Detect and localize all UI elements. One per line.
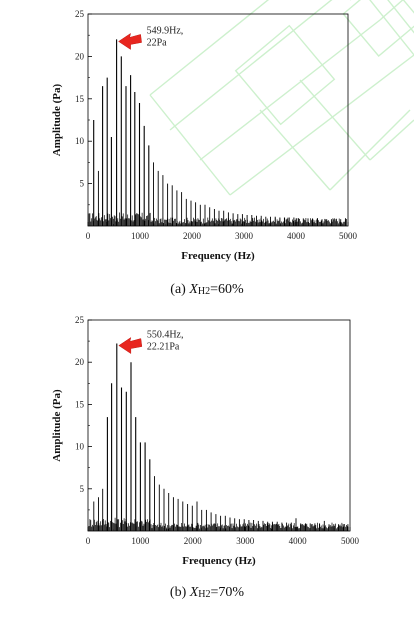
watermark-stroke [149,94,231,196]
watermark-box [342,0,414,58]
annotation-line1: 550.4Hz, [147,330,184,341]
watermark-box [234,24,336,126]
chart-0: 5 10 15 20 25 0 1000 2000 3000 4000 5000 Frequency … [51,9,358,262]
x-tick-label: 1000 [131,231,150,241]
x-axis-title: Frequency (Hz) [182,555,256,567]
caption-b: (b) XH2=70% [0,585,414,601]
watermark-logo [149,0,414,196]
watermark-stroke [379,0,404,21]
caption-b-sub: H2 [198,589,211,600]
watermark-stroke [299,79,371,161]
x-tick-label: 0 [86,231,91,241]
watermark-stroke [199,19,381,161]
watermark-stroke [169,0,333,131]
watermark-stroke [369,119,414,161]
plot-frame [87,319,351,532]
chart-1: 5 10 15 20 25 0 1000 2000 3000 4000 5000 Frequency … [51,315,360,567]
y-axis-title: Amplitude (Pa) [51,83,63,156]
x-tick-label: 2000 [184,536,203,546]
caption-b-suffix: =70% [210,585,245,600]
caption-a: (a) XH2=60% [0,282,414,298]
annotation-arrow [118,32,142,50]
annotation-arrow [118,336,143,355]
y-tick-label: 5 [80,179,85,189]
watermark-stroke [387,0,414,34]
x-tick-label: 0 [86,536,91,546]
y-tick-label: 5 [80,484,85,494]
y-tick-label: 25 [75,315,85,325]
caption-b-var: X [189,585,199,600]
y-tick-label: 20 [75,51,85,61]
y-tick-label: 15 [75,94,85,104]
watermark-stroke [329,109,411,191]
annotation-line2: 22.21Pa [147,342,180,353]
y-tick-label: 10 [75,136,85,146]
x-tick-label: 3000 [236,536,255,546]
annotation-line2: 22Pa [147,37,168,48]
caption-a-prefix: (a) [170,282,190,297]
y-tick-label: 20 [75,357,85,367]
y-axis-title: Amplitude (Pa) [51,389,63,462]
caption-a-var: X [189,282,198,297]
y-tick-label: 25 [75,9,85,19]
x-tick-label: 5000 [339,231,358,241]
watermark-stroke [369,0,414,56]
watermark-stroke [229,54,414,196]
annotation-line1: 549.9Hz, [147,25,184,36]
x-tick-label: 4000 [287,231,306,241]
x-tick-label: 4000 [289,536,308,546]
y-tick-label: 15 [75,399,85,409]
x-tick-label: 3000 [235,231,254,241]
y-tick-label: 10 [75,442,85,452]
x-tick-label: 1000 [131,536,150,546]
x-axis-title: Frequency (Hz) [181,250,255,262]
watermark-stroke [259,109,331,191]
caption-b-prefix: (b) [169,585,190,600]
watermark-stroke [149,0,270,96]
caption-a-suffix: =60% [210,282,244,297]
x-tick-label: 5000 [341,536,360,546]
spectrum-noise [88,517,349,531]
caption-a-sub: H2 [197,286,211,297]
x-tick-label: 2000 [183,231,202,241]
